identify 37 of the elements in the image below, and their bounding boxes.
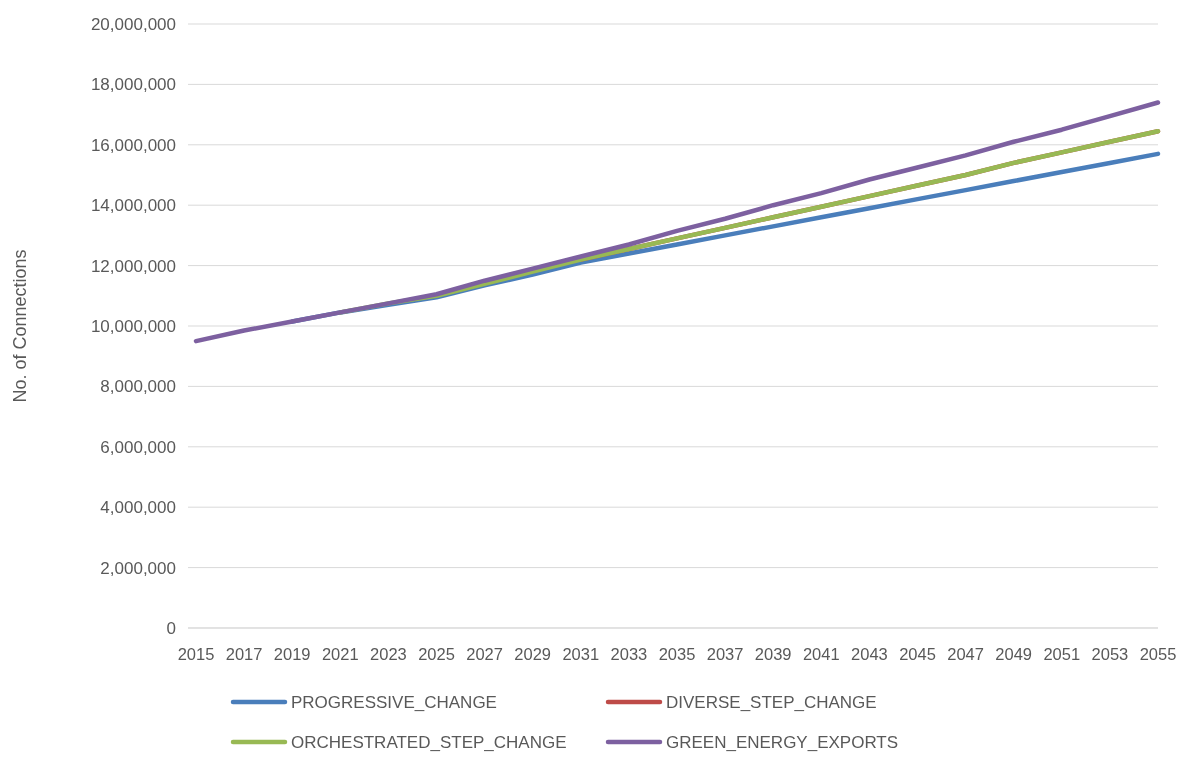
legend-label: GREEN_ENERGY_EXPORTS bbox=[666, 732, 899, 752]
x-tick-label: 2041 bbox=[802, 645, 840, 663]
x-tick-label: 2025 bbox=[418, 645, 455, 663]
y-tick-label: 14,000,000 bbox=[90, 196, 176, 216]
y-tick-label: 12,000,000 bbox=[90, 256, 176, 276]
y-tick-label: 4,000,000 bbox=[100, 498, 176, 518]
legend-label: PROGRESSIVE_CHANGE bbox=[291, 692, 497, 712]
x-tick-label: 2029 bbox=[514, 645, 552, 663]
x-tick-label: 2039 bbox=[754, 645, 792, 663]
x-tick-label: 2015 bbox=[177, 645, 215, 663]
x-tick-label: 2035 bbox=[658, 645, 696, 663]
x-tick-label: 2047 bbox=[947, 645, 984, 663]
y-tick-label: 0 bbox=[166, 618, 176, 638]
x-tick-label: 2053 bbox=[1091, 645, 1129, 663]
y-tick-label: 6,000,000 bbox=[100, 437, 176, 457]
y-tick-label: 16,000,000 bbox=[90, 135, 176, 155]
x-tick-label: 2049 bbox=[995, 645, 1033, 663]
x-tick-label: 2045 bbox=[899, 645, 936, 663]
x-tick-label: 2023 bbox=[370, 645, 407, 663]
x-tick-label: 2027 bbox=[466, 645, 503, 663]
x-tick-label: 2055 bbox=[1139, 645, 1177, 663]
x-tick-label: 2037 bbox=[706, 645, 744, 663]
x-tick-label: 2043 bbox=[851, 645, 888, 663]
x-tick-label: 2031 bbox=[562, 645, 600, 663]
y-tick-label: 10,000,000 bbox=[90, 316, 176, 336]
y-tick-label: 18,000,000 bbox=[90, 75, 176, 95]
legend-label: DIVERSE_STEP_CHANGE bbox=[666, 692, 877, 712]
legend-label: ORCHESTRATED_STEP_CHANGE bbox=[291, 732, 567, 752]
y-tick-label: 20,000,000 bbox=[90, 14, 176, 34]
y-tick-label: 2,000,000 bbox=[100, 558, 176, 578]
x-tick-label: 2021 bbox=[321, 645, 359, 663]
x-tick-label: 2033 bbox=[610, 645, 648, 663]
y-tick-label: 8,000,000 bbox=[100, 377, 176, 397]
x-tick-label: 2051 bbox=[1043, 645, 1081, 663]
x-tick-label: 2019 bbox=[273, 645, 311, 663]
x-tick-label: 2017 bbox=[225, 645, 263, 663]
y-axis-title: No. of Connections bbox=[10, 249, 30, 403]
